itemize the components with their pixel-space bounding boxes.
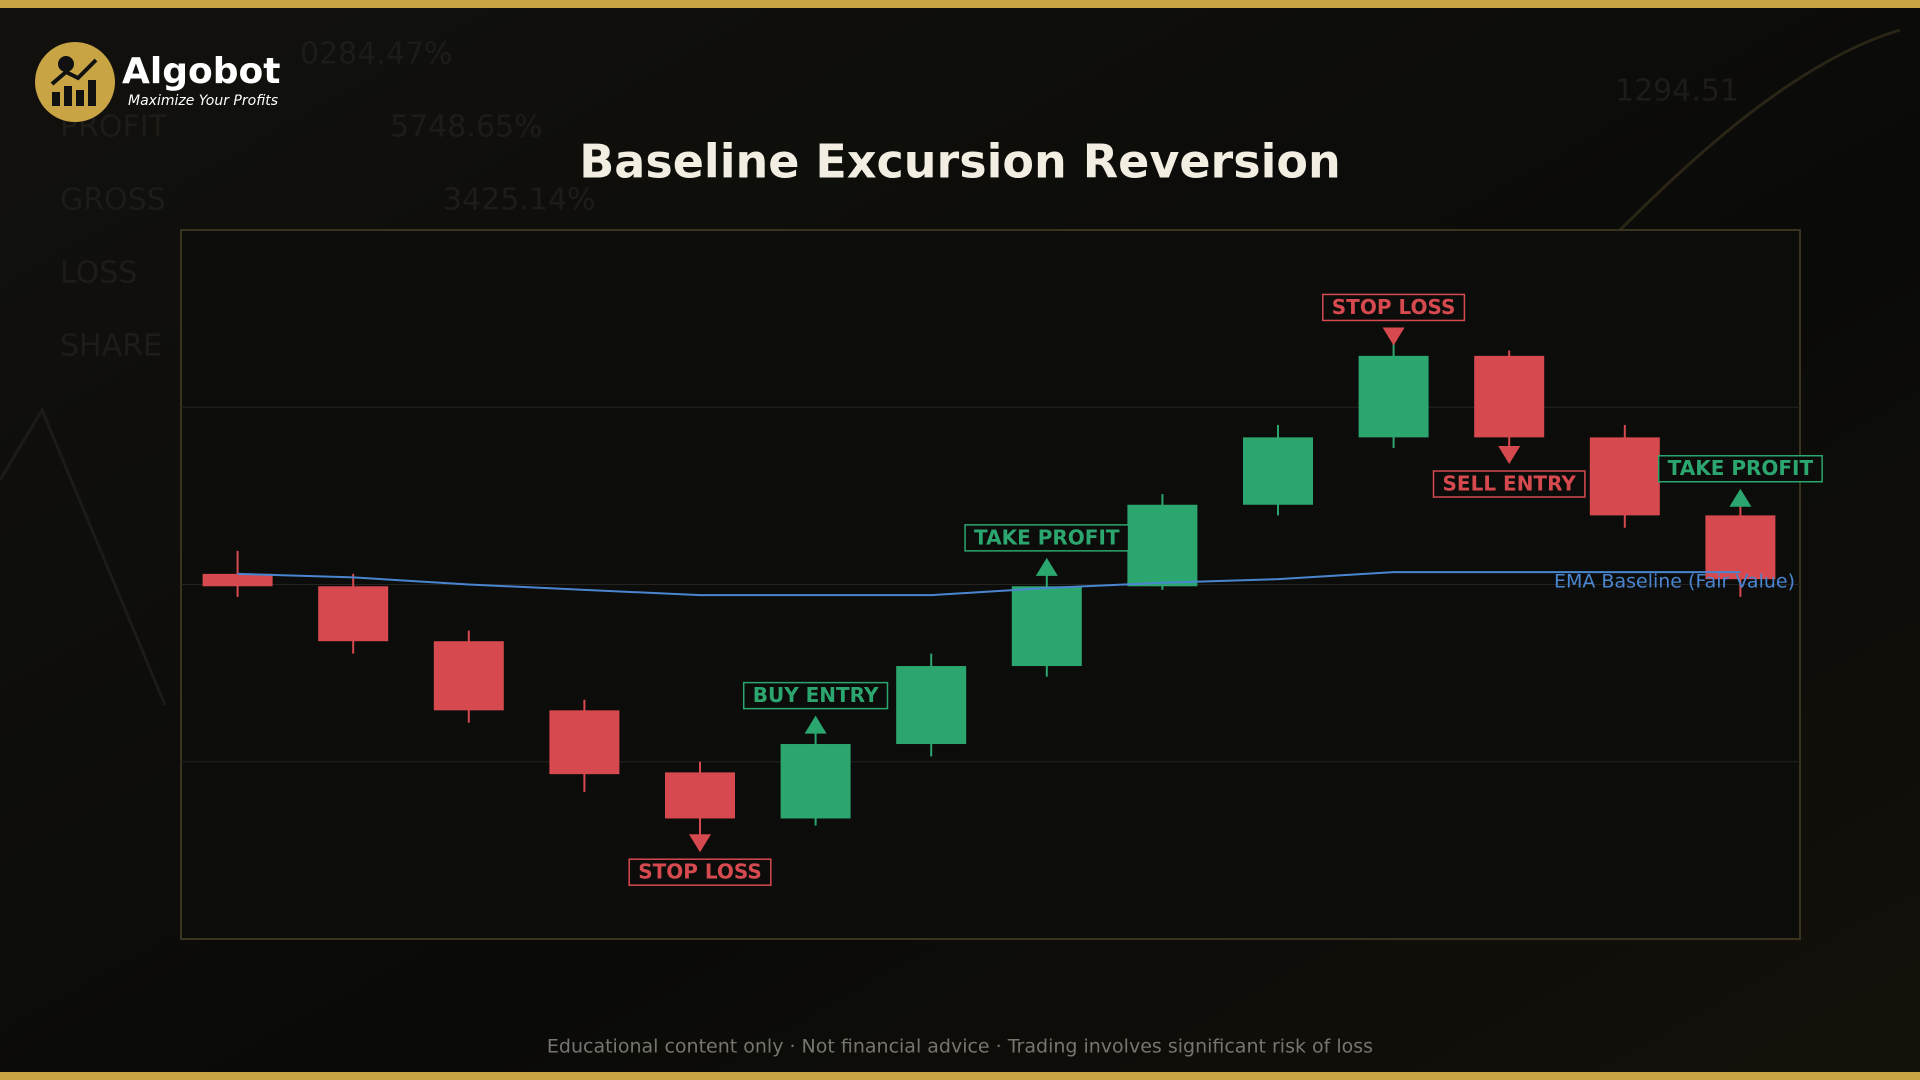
signal-label-box [1657,454,1823,483]
signal-annotation: SELL ENTRY [1432,470,1586,498]
signal-arrow [804,715,827,734]
bg-text: 3425.14% [443,183,596,218]
candle-body [1589,437,1660,516]
candle-body [1011,586,1082,667]
bg-text: GROSS [60,183,166,218]
brand-name: Algobot [122,51,280,92]
brand-tagline: Maximize Your Profits [128,93,278,109]
candle-body [780,744,851,819]
candle-body [433,641,504,711]
candle-body [202,573,273,587]
signal-label: STOP LOSS [638,860,762,884]
signal-label: STOP LOSS [1332,295,1456,319]
signal-arrow [1729,488,1752,507]
logo-badge [35,42,115,122]
signal-annotation: BUY ENTRY [742,681,889,710]
candle-body [896,666,967,745]
candle-body [1705,515,1776,580]
bg-text: 0284.47% [300,37,453,72]
bg-text: SHARE [60,329,162,364]
signal-label-box [1432,470,1586,498]
bg-text-group: 0284.47%PROFIT 5748.65%GROSS 3425.14%LOSSS… [60,37,1739,364]
candle-body [1358,355,1429,438]
bg-decor-curve [1618,28,1901,232]
signal-label-box [742,681,889,710]
candle-body [1127,504,1198,587]
signal-arrow [1498,446,1521,465]
bg-text: LOSS [60,256,137,291]
bottom-bar [0,1072,1920,1080]
signal-label: TAKE PROFIT [974,525,1120,549]
candle-body [1474,355,1545,438]
footer: Educational content only · Not financial… [547,1036,1373,1058]
signal-arrow [1035,557,1058,576]
bg-text: 5748.65% [390,110,543,145]
signal-label: BUY ENTRY [753,683,879,707]
candle-body [1243,437,1313,505]
signal-label: SELL ENTRY [1443,472,1577,496]
signal-arrow [1382,327,1405,346]
bg-decor-line [0,406,167,706]
chart-title: Baseline Excursion Reversion [579,135,1340,189]
candle-body [665,772,735,819]
ema-line [237,571,1741,597]
signal-annotation: STOP LOSS [1322,293,1466,322]
signal-label-box [964,524,1130,552]
signal-label-box [1322,293,1466,322]
top-bar [0,0,1920,8]
signal-annotation: STOP LOSS [628,858,772,886]
signal-label-box [628,858,772,886]
signal-annotation: TAKE PROFIT [964,524,1130,552]
candle-body [549,710,620,775]
signal-arrow [689,834,711,853]
candle-body [318,586,389,642]
logo-icon [50,56,98,106]
signal-annotation: TAKE PROFIT [1657,454,1823,483]
ema-label: EMA Baseline (Fair Value) [1554,571,1795,593]
signal-label: TAKE PROFIT [1668,456,1814,480]
plot: EMA Baseline (Fair Value) STOP LOSS BUY EN… [181,293,1823,886]
bg-text: 1294.51 [1615,74,1739,109]
